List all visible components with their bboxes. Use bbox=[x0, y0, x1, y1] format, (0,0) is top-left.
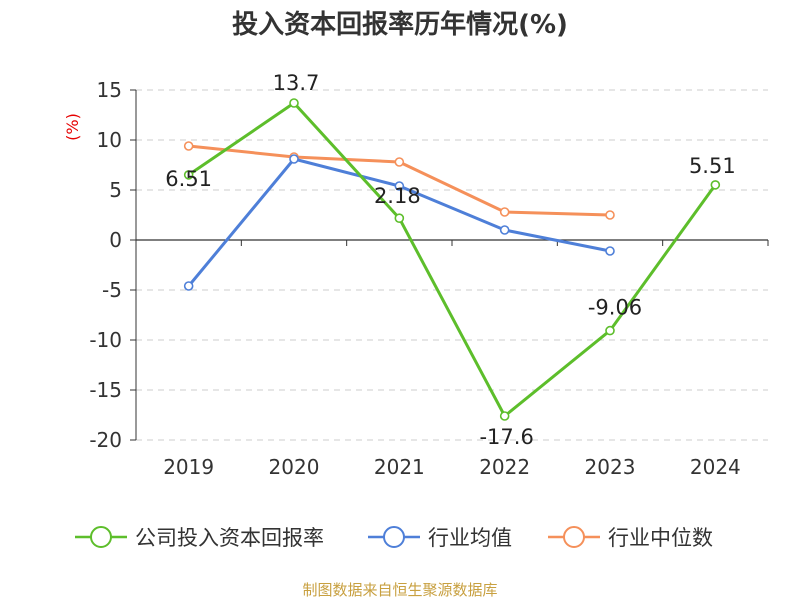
data-labels: 6.51 13.7 2.18 -17.6 -9.06 5.51 bbox=[165, 71, 735, 449]
data-point-s1-2020 bbox=[289, 154, 299, 164]
y-tick-label: -15 bbox=[89, 378, 122, 402]
data-point-s2-2019 bbox=[183, 141, 194, 151]
data-point-s0-2019 bbox=[183, 170, 194, 180]
y-tick-label: -5 bbox=[102, 278, 122, 302]
data-label-2019: 6.51 bbox=[165, 167, 212, 191]
data-point-s0-2020 bbox=[289, 98, 299, 108]
data-point-s0-2022 bbox=[499, 411, 510, 421]
y-axis-unit-label: (%) bbox=[63, 113, 82, 141]
data-label-2022: -17.6 bbox=[479, 425, 533, 449]
y-tick-label: 0 bbox=[109, 228, 122, 252]
data-point-s0-2023 bbox=[605, 325, 615, 336]
legend-marker-0 bbox=[90, 526, 112, 548]
data-label-2023: -9.06 bbox=[588, 296, 642, 320]
x-tick-label-2021: 2021 bbox=[374, 455, 425, 479]
x-tick-label-2019: 2019 bbox=[163, 455, 214, 479]
data-point-s0-2024 bbox=[710, 180, 721, 190]
axes: 15 10 5 0 -5 -10 -15 -20 2019 2020 2021 2022 2023 202… bbox=[89, 78, 769, 479]
data-label-2021: 2.18 bbox=[374, 184, 421, 208]
data-point-s1-2019 bbox=[183, 281, 194, 291]
y-tick-label: 10 bbox=[97, 128, 122, 152]
series-line-0 bbox=[187, 101, 717, 418]
legend-marker-1 bbox=[383, 526, 405, 548]
data-point-s2-2023 bbox=[605, 210, 615, 220]
x-tick-label-2020: 2020 bbox=[269, 455, 320, 479]
data-point-s1-2021 bbox=[394, 181, 405, 191]
x-tick-label-2024: 2024 bbox=[690, 455, 741, 479]
y-tick-label: -10 bbox=[89, 328, 122, 352]
data-point-s2-2021 bbox=[394, 157, 405, 167]
data-point-s0-2021 bbox=[394, 213, 405, 223]
series-layer bbox=[183, 98, 721, 421]
legend: 公司投入资本回报率 行业均值 行业中位数 bbox=[75, 526, 713, 550]
data-point-s1-2023 bbox=[605, 246, 615, 256]
data-point-s1-2022 bbox=[499, 225, 510, 235]
chart-title: 投入资本回报率历年情况(%) bbox=[232, 9, 568, 40]
gridlines bbox=[136, 89, 768, 441]
legend-label-0: 公司投入资本回报率 bbox=[135, 526, 324, 550]
legend-label-2: 行业中位数 bbox=[608, 526, 713, 550]
source-note: 制图数据来自恒生聚源数据库 bbox=[302, 581, 497, 599]
y-tick-label: 5 bbox=[109, 178, 122, 202]
legend-label-1: 行业均值 bbox=[428, 526, 512, 550]
data-label-2024: 5.51 bbox=[689, 154, 736, 178]
legend-marker-2 bbox=[563, 526, 585, 548]
data-label-2020: 13.7 bbox=[273, 71, 320, 95]
y-tick-label: 15 bbox=[97, 78, 122, 102]
x-tick-label-2022: 2022 bbox=[479, 455, 530, 479]
y-tick-label: -20 bbox=[89, 428, 122, 452]
data-point-s2-2022 bbox=[499, 207, 510, 217]
x-tick-label-2023: 2023 bbox=[585, 455, 636, 479]
